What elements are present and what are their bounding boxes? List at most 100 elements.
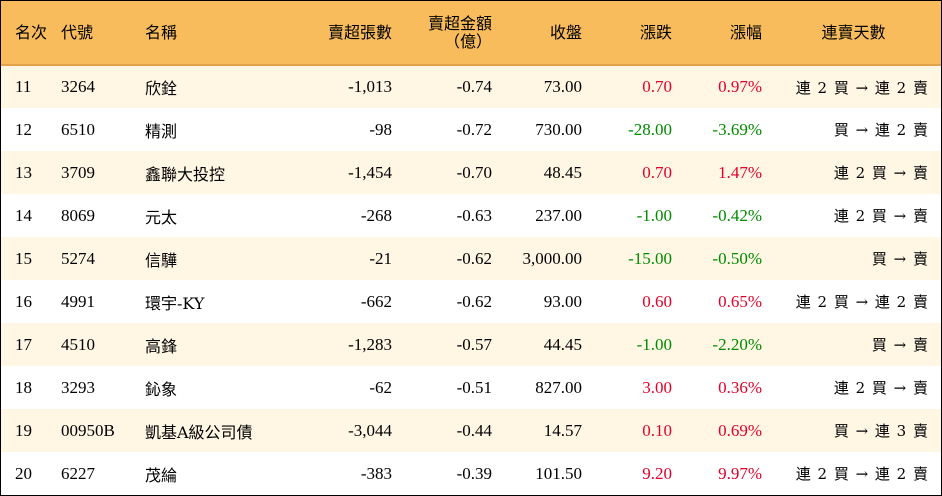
name-cell: 環宇-KY xyxy=(145,293,205,313)
rank-cell: 20 xyxy=(15,463,32,483)
change-cell: -28.00 xyxy=(628,119,672,139)
name-cell: 鑫聯大投控 xyxy=(145,164,226,184)
header-net-amount: 賣超金額 （億） xyxy=(396,1,496,66)
change-pct-cell: 9.97% xyxy=(718,463,762,483)
net-amount-cell: -0.63 xyxy=(456,205,492,225)
code-cell: 3293 xyxy=(61,377,95,397)
table-body: 11 3264 欣銓 -1,013 -0.74 73.00 0.70 0.97% 連 2 買 →… xyxy=(1,65,941,495)
table-row: 14 8069 元太 -268 -0.63 237.00 -1.00 -0.42% 連 2 買 … xyxy=(1,194,941,237)
header-net-amount-line2: （億） xyxy=(443,31,492,51)
rank-cell: 14 xyxy=(15,205,32,225)
net-amount-cell: -0.44 xyxy=(456,420,492,440)
close-cell: 14.57 xyxy=(543,420,582,440)
close-cell: 44.45 xyxy=(543,334,582,354)
change-pct-cell: -3.69% xyxy=(712,119,762,139)
change-cell: 0.70 xyxy=(642,77,672,96)
table-row: 16 4991 環宇-KY -662 -0.62 93.00 0.60 0.65% 連 2 買 … xyxy=(1,280,941,323)
change-pct-cell: -2.20% xyxy=(712,334,762,354)
name-cell: 高鋒 xyxy=(145,336,178,356)
name-cell: 欣銓 xyxy=(145,79,178,98)
change-cell: 3.00 xyxy=(642,377,672,397)
code-cell: 8069 xyxy=(61,205,95,225)
streak-cell: 連 2 買 → 賣 xyxy=(833,164,929,182)
net-lots-cell: -3,044 xyxy=(348,420,392,440)
table-row: 12 6510 精測 -98 -0.72 730.00 -28.00 -3.69% 買 → 連 … xyxy=(1,108,941,151)
code-cell: 4510 xyxy=(61,334,95,354)
header-net-lots: 賣超張數 xyxy=(299,1,396,66)
code-cell: 4991 xyxy=(61,291,95,311)
code-cell: 3264 xyxy=(61,77,95,96)
net-amount-cell: -0.57 xyxy=(456,334,492,354)
streak-cell: 買 → 賣 xyxy=(871,250,929,268)
change-pct-cell: 0.69% xyxy=(718,420,762,440)
name-cell: 茂綸 xyxy=(145,465,178,485)
streak-cell: 連 2 買 → 賣 xyxy=(833,207,929,225)
rank-cell: 15 xyxy=(15,248,32,268)
name-cell: 元太 xyxy=(145,207,178,227)
close-cell: 3,000.00 xyxy=(522,248,583,268)
code-cell: 6227 xyxy=(61,463,95,483)
change-cell: -15.00 xyxy=(628,248,672,268)
rank-cell: 11 xyxy=(15,77,32,96)
close-cell: 827.00 xyxy=(535,377,582,397)
rank-cell: 12 xyxy=(15,119,32,139)
table-row: 15 5274 信驊 -21 -0.62 3,000.00 -15.00 -0.50% 買 → … xyxy=(1,237,941,280)
change-pct-cell: 0.65% xyxy=(718,291,762,311)
net-amount-cell: -0.51 xyxy=(456,377,492,397)
header-change: 漲跌 xyxy=(586,1,676,66)
streak-cell: 連 2 買 → 連 2 賣 xyxy=(795,293,929,311)
net-lots-cell: -268 xyxy=(360,205,392,225)
close-cell: 730.00 xyxy=(535,119,582,139)
table-row: 20 6227 茂綸 -383 -0.39 101.50 9.20 9.97% 連 2 買 → … xyxy=(1,452,941,495)
change-pct-cell: -0.42% xyxy=(712,205,762,225)
code-cell: 5274 xyxy=(61,248,95,268)
header-name: 名稱 xyxy=(139,1,299,66)
streak-cell: 連 2 買 → 賣 xyxy=(833,379,929,397)
close-cell: 48.45 xyxy=(543,162,582,182)
rank-cell: 13 xyxy=(15,162,32,182)
net-lots-cell: -21 xyxy=(369,248,392,268)
net-amount-cell: -0.72 xyxy=(456,119,492,139)
change-pct-cell: 1.47% xyxy=(718,162,762,182)
name-cell: 凱基A級公司債 xyxy=(145,422,253,442)
change-pct-cell: 0.36% xyxy=(718,377,762,397)
streak-cell: 買 → 連 3 賣 xyxy=(833,422,929,440)
rank-cell: 16 xyxy=(15,291,32,311)
header-streak: 連賣天數 xyxy=(766,1,941,66)
header-net-amount-line1: 賣超金額 xyxy=(427,13,492,33)
net-lots-cell: -383 xyxy=(360,463,392,483)
table-row: 19 00950B 凱基A級公司債 -3,044 -0.44 14.57 0.10 0.69%… xyxy=(1,409,941,452)
rank-cell: 19 xyxy=(15,420,32,440)
streak-cell: 買 → 連 2 賣 xyxy=(833,121,929,139)
header-rank: 名次 xyxy=(1,1,57,66)
header-code: 代號 xyxy=(57,1,139,66)
header-close: 收盤 xyxy=(496,1,586,66)
code-cell: 6510 xyxy=(61,119,95,139)
table-row: 11 3264 欣銓 -1,013 -0.74 73.00 0.70 0.97% 連 2 買 →… xyxy=(1,65,941,108)
streak-cell: 連 2 買 → 連 2 賣 xyxy=(795,78,929,97)
name-cell: 鈊象 xyxy=(145,379,178,399)
streak-cell: 買 → 賣 xyxy=(871,336,929,354)
net-amount-cell: -0.62 xyxy=(456,248,492,268)
net-lots-cell: -1,283 xyxy=(348,334,392,354)
table-row: 17 4510 高鋒 -1,283 -0.57 44.45 -1.00 -2.20% 買 → 賣 xyxy=(1,323,941,366)
change-pct-cell: -0.50% xyxy=(712,248,762,268)
rank-cell: 18 xyxy=(15,377,32,397)
change-cell: -1.00 xyxy=(636,334,672,354)
net-amount-cell: -0.70 xyxy=(456,162,492,182)
net-amount-cell: -0.74 xyxy=(456,77,492,96)
change-cell: -1.00 xyxy=(636,205,672,225)
close-cell: 101.50 xyxy=(535,463,582,483)
net-lots-cell: -662 xyxy=(360,291,392,311)
streak-cell: 連 2 買 → 連 2 賣 xyxy=(795,465,929,483)
name-cell: 精測 xyxy=(145,121,178,141)
header-change-pct: 漲幅 xyxy=(676,1,766,66)
code-cell: 3709 xyxy=(61,162,95,182)
table-header-row: 名次 代號 名稱 賣超張數 賣超金額 （億） 收盤 漲跌 漲幅 連賣天數 xyxy=(1,1,941,66)
close-cell: 93.00 xyxy=(543,291,582,311)
change-cell: 9.20 xyxy=(642,463,672,483)
net-amount-cell: -0.39 xyxy=(456,463,492,483)
table-row: 13 3709 鑫聯大投控 -1,454 -0.70 48.45 0.70 1.47% 連 2 … xyxy=(1,151,941,194)
